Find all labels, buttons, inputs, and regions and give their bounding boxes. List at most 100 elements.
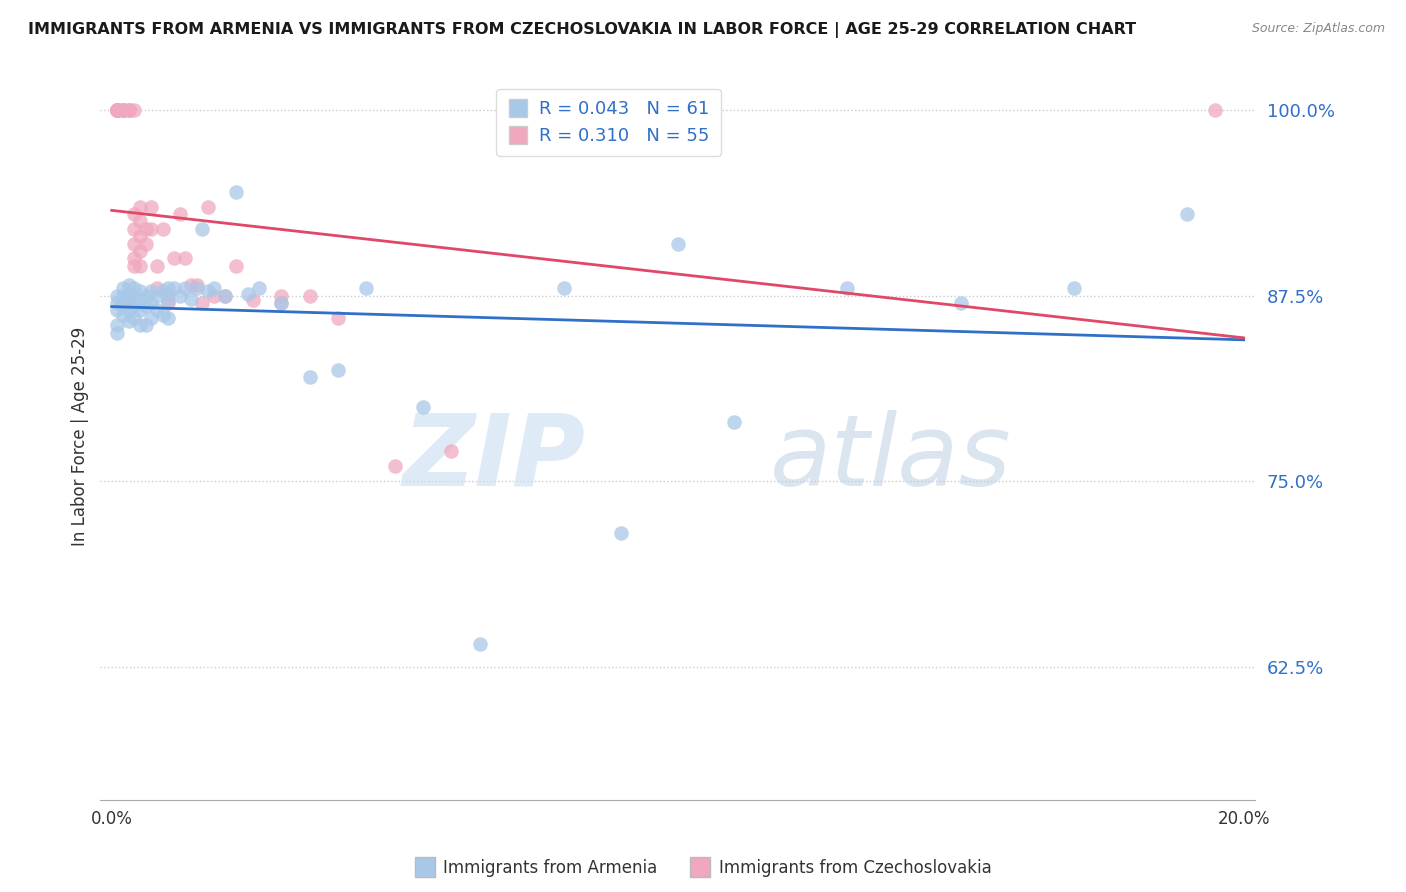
- Point: [163, 252, 186, 266]
- Point: [186, 278, 208, 293]
- Point: [157, 287, 180, 301]
- Point: [191, 296, 214, 310]
- Point: [111, 103, 134, 117]
- Text: atlas: atlas: [770, 410, 1012, 507]
- Point: [105, 288, 128, 302]
- Point: [1063, 281, 1085, 295]
- Point: [118, 303, 141, 318]
- Point: [146, 288, 169, 302]
- Point: [169, 288, 191, 302]
- Point: [326, 363, 349, 377]
- Point: [214, 288, 236, 302]
- Point: [180, 278, 202, 293]
- Point: [129, 244, 152, 258]
- Point: [129, 214, 152, 228]
- Point: [111, 288, 134, 302]
- Point: [124, 310, 146, 325]
- Point: [111, 296, 134, 310]
- Point: [118, 287, 141, 301]
- Point: [129, 303, 152, 318]
- Point: [723, 415, 745, 429]
- Point: [141, 284, 163, 298]
- Text: Source: ZipAtlas.com: Source: ZipAtlas.com: [1251, 22, 1385, 36]
- Point: [242, 293, 264, 307]
- Point: [118, 296, 141, 310]
- Point: [118, 278, 141, 293]
- Point: [157, 296, 180, 310]
- Point: [326, 310, 349, 325]
- Point: [356, 281, 378, 295]
- Y-axis label: In Labor Force | Age 25-29: In Labor Force | Age 25-29: [72, 327, 89, 546]
- Point: [180, 292, 202, 306]
- Point: [135, 299, 157, 313]
- Point: [247, 281, 270, 295]
- Text: ZIP: ZIP: [402, 410, 585, 507]
- Point: [124, 207, 146, 221]
- Point: [384, 459, 406, 474]
- Point: [135, 236, 157, 251]
- Point: [124, 259, 146, 273]
- Point: [105, 103, 128, 117]
- Point: [124, 103, 146, 117]
- Point: [146, 303, 169, 318]
- Point: [129, 259, 152, 273]
- Point: [129, 229, 152, 244]
- Point: [666, 236, 689, 251]
- Point: [298, 288, 321, 302]
- Point: [118, 294, 141, 309]
- Point: [129, 293, 152, 307]
- Point: [124, 281, 146, 295]
- Point: [141, 310, 163, 325]
- Point: [124, 290, 146, 304]
- Point: [105, 103, 128, 117]
- Point: [610, 526, 633, 541]
- Point: [152, 308, 174, 322]
- Point: [225, 259, 247, 273]
- Point: [949, 296, 972, 310]
- Point: [214, 288, 236, 302]
- Point: [124, 299, 146, 313]
- Point: [553, 281, 575, 295]
- Point: [124, 236, 146, 251]
- Legend: Immigrants from Armenia, Immigrants from Czechoslovakia: Immigrants from Armenia, Immigrants from…: [408, 853, 998, 884]
- Point: [111, 103, 134, 117]
- Point: [152, 284, 174, 298]
- Point: [174, 252, 197, 266]
- Point: [236, 287, 259, 301]
- Point: [111, 103, 134, 117]
- Point: [169, 207, 191, 221]
- Point: [141, 222, 163, 236]
- Point: [111, 281, 134, 295]
- Point: [105, 103, 128, 117]
- Point: [135, 318, 157, 333]
- Point: [298, 370, 321, 384]
- Point: [141, 296, 163, 310]
- Point: [111, 308, 134, 322]
- Point: [105, 303, 128, 318]
- Point: [202, 288, 225, 302]
- Point: [412, 400, 434, 414]
- Point: [118, 314, 141, 328]
- Point: [270, 288, 292, 302]
- Point: [174, 281, 197, 295]
- Point: [163, 281, 186, 295]
- Point: [135, 288, 157, 302]
- Point: [118, 103, 141, 117]
- Point: [105, 296, 128, 310]
- Point: [157, 293, 180, 307]
- Text: IMMIGRANTS FROM ARMENIA VS IMMIGRANTS FROM CZECHOSLOVAKIA IN LABOR FORCE | AGE 2: IMMIGRANTS FROM ARMENIA VS IMMIGRANTS FR…: [28, 22, 1136, 38]
- Point: [105, 103, 128, 117]
- Point: [129, 200, 152, 214]
- Point: [129, 318, 152, 333]
- Point: [129, 284, 152, 298]
- Point: [270, 296, 292, 310]
- Point: [111, 103, 134, 117]
- Point: [197, 200, 219, 214]
- Point: [152, 222, 174, 236]
- Legend: R = 0.043   N = 61, R = 0.310   N = 55: R = 0.043 N = 61, R = 0.310 N = 55: [496, 89, 721, 156]
- Point: [105, 103, 128, 117]
- Point: [270, 296, 292, 310]
- Point: [186, 281, 208, 295]
- Point: [135, 222, 157, 236]
- Point: [1204, 103, 1226, 117]
